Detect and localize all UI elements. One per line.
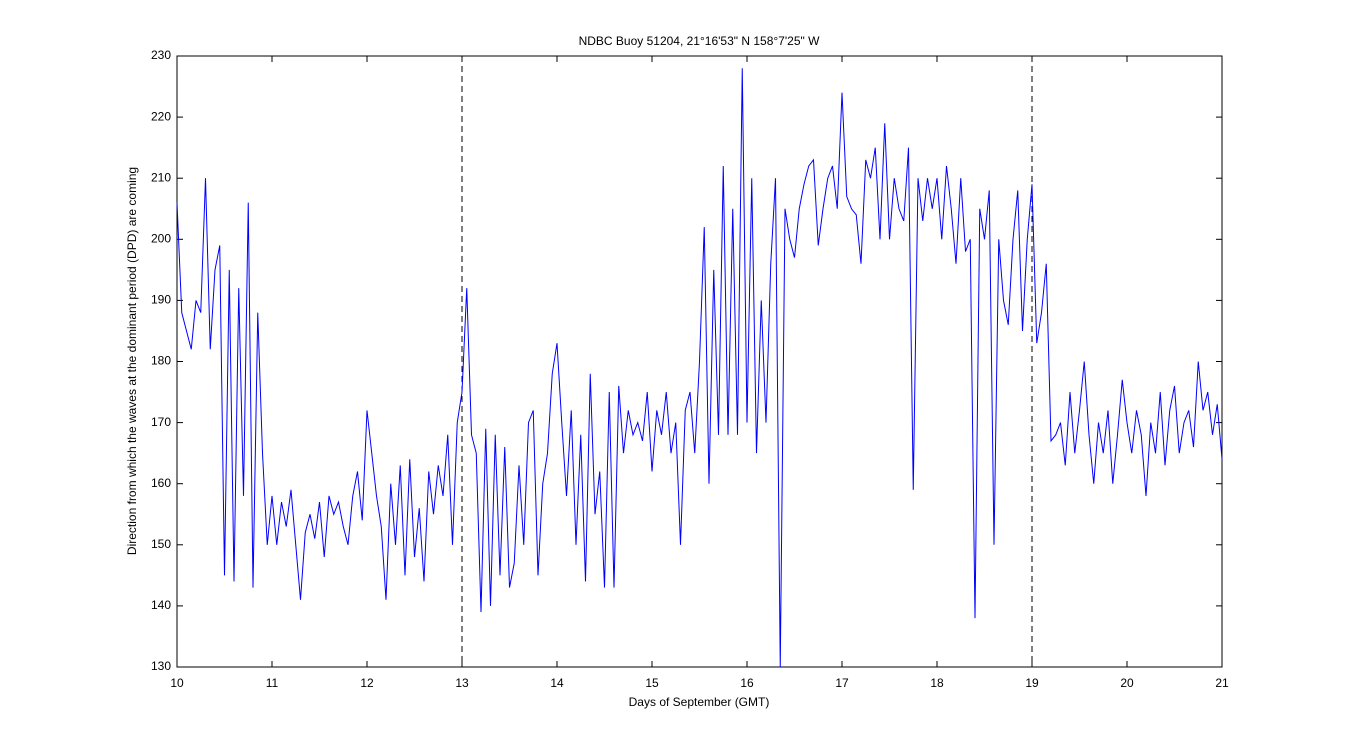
x-tick-label: 13: [455, 676, 469, 690]
x-tick-label: 19: [1025, 676, 1039, 690]
x-tick-label: 17: [835, 676, 849, 690]
x-tick-label: 18: [930, 676, 944, 690]
y-tick-label: 140: [151, 598, 171, 612]
y-tick-label: 130: [151, 659, 171, 673]
x-tick-label: 14: [550, 676, 564, 690]
y-tick-label: 200: [151, 231, 171, 245]
y-tick-label: 160: [151, 476, 171, 490]
x-tick-label: 15: [645, 676, 659, 690]
y-tick-label: 220: [151, 109, 171, 123]
x-tick-label: 10: [170, 676, 184, 690]
y-tick-label: 170: [151, 415, 171, 429]
y-tick-label: 210: [151, 170, 171, 184]
y-tick-label: 230: [151, 48, 171, 62]
x-axis-label: Days of September (GMT): [629, 695, 770, 709]
chart-title: NDBC Buoy 51204, 21°16'53" N 158°7'25" W: [579, 34, 821, 48]
x-tick-label: 21: [1215, 676, 1229, 690]
x-tick-label: 11: [266, 676, 279, 690]
x-tick-label: 20: [1120, 676, 1134, 690]
y-tick-label: 190: [151, 293, 171, 307]
x-tick-label: 16: [740, 676, 754, 690]
y-tick-label: 150: [151, 537, 171, 551]
y-axis-label: Direction from which the waves at the do…: [125, 167, 139, 555]
data-line: [176, 68, 1223, 668]
y-tick-label: 180: [151, 354, 171, 368]
x-tick-label: 12: [360, 676, 374, 690]
